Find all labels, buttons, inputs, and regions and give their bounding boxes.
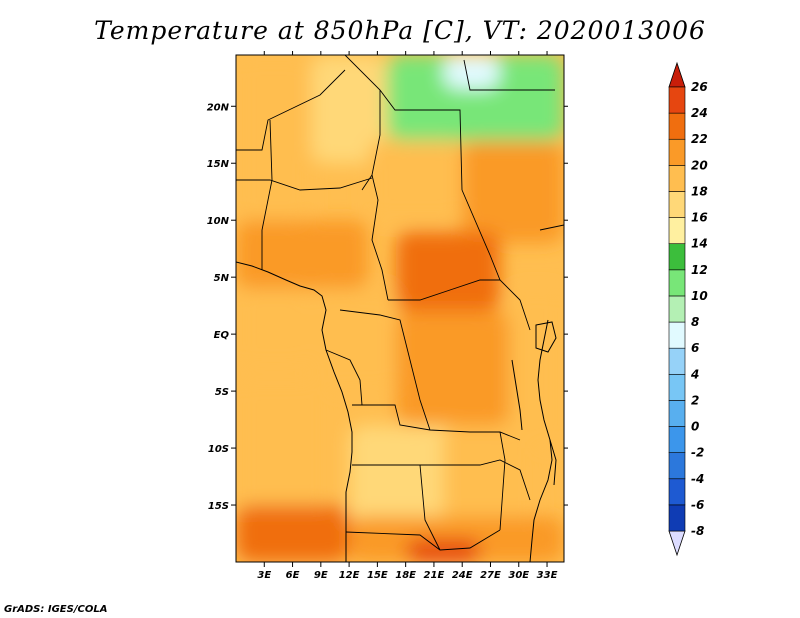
temp-region-angola-highlands xyxy=(349,425,463,528)
x-tick-label: 24E xyxy=(452,570,473,581)
temp-region-gulf-guinea xyxy=(236,288,312,369)
colorbar-over-arrow xyxy=(668,61,686,88)
colorbar-swatch xyxy=(668,347,686,375)
lake-tanganyika xyxy=(511,359,523,431)
colorbar-swatch xyxy=(668,112,686,140)
colorbar-swatch xyxy=(668,426,686,453)
y-tick-label: 5N xyxy=(214,273,230,284)
colorbar-label: 16 xyxy=(691,211,708,225)
colorbar-swatch xyxy=(668,269,686,297)
y-tick-label: 15N xyxy=(207,159,230,170)
chart-title: Temperature at 850hPa [C], VT: 202001300… xyxy=(94,16,706,45)
y-tick-label: 10N xyxy=(207,216,230,227)
temp-region-atlantic-south xyxy=(236,379,331,517)
x-tick-label: 21E xyxy=(424,570,445,581)
grads-credit: GrADS: IGES/COLA xyxy=(4,604,108,615)
x-tick-label: 3E xyxy=(257,570,271,581)
lake-malawi xyxy=(549,439,557,486)
x-tick-label: 27E xyxy=(480,570,501,581)
colorbar-swatch xyxy=(668,452,686,480)
colorbar-swatch xyxy=(668,478,686,506)
colorbar-label: -6 xyxy=(691,498,704,512)
colorbar-swatch xyxy=(668,191,686,218)
colorbar-swatch xyxy=(668,165,686,192)
colorbar-label: 24 xyxy=(691,106,708,120)
y-axis: 20N 15N 10N 5N EQ 5S 10S 15S xyxy=(207,102,568,512)
colorbar-label: 26 xyxy=(691,80,708,94)
colorbar-label: 4 xyxy=(690,367,699,381)
colorbar-label: 8 xyxy=(691,315,699,329)
y-tick-label: 10S xyxy=(208,444,229,455)
colorbar-swatch xyxy=(668,373,686,401)
colorbar-label: 6 xyxy=(691,341,699,355)
plot-frame xyxy=(235,54,565,563)
temperature-field xyxy=(236,55,564,562)
temp-region-kalahari-hot xyxy=(405,539,482,562)
x-tick-label: 30E xyxy=(508,570,529,581)
temp-region-zambia xyxy=(443,425,538,528)
temp-region-great-lakes xyxy=(509,288,564,449)
colorbar-label: 10 xyxy=(691,289,708,303)
y-tick-label: 20N xyxy=(207,102,230,113)
y-tick-label: 5S xyxy=(215,387,229,398)
temp-region-sahel-west xyxy=(236,55,312,221)
colorbar-swatch xyxy=(668,243,686,271)
colorbar-swatch xyxy=(668,295,686,323)
x-tick-label: 33E xyxy=(537,570,558,581)
colorbar-under-arrow xyxy=(668,530,686,557)
temp-region-egypt-very-cool xyxy=(443,55,500,90)
temp-region-chad-central xyxy=(367,140,463,221)
colorbar-swatch xyxy=(668,86,686,114)
colorbar-label: 12 xyxy=(691,263,708,277)
country-borders xyxy=(236,55,564,562)
colorbar-swatch xyxy=(668,504,686,532)
temp-region-sudan-east xyxy=(462,140,564,243)
lake-victoria xyxy=(535,321,557,353)
x-axis: 3E 6E 9E 12E 15E 18E 21E 24E 27E 30E 33E xyxy=(257,51,558,581)
temp-region-niger-north xyxy=(311,55,387,164)
colorbar-label: -8 xyxy=(691,524,704,538)
temp-region-namibia-atlantic xyxy=(236,505,350,562)
colorbar-label: 20 xyxy=(691,158,708,172)
x-tick-label: 6E xyxy=(286,570,300,581)
x-tick-label: 18E xyxy=(395,570,416,581)
temp-region-nigeria xyxy=(236,220,368,289)
colorbar-swatch xyxy=(668,321,686,349)
x-tick-label: 9E xyxy=(314,570,328,581)
colorbar-label: 0 xyxy=(691,420,699,434)
colorbar-label: 2 xyxy=(691,393,699,407)
temp-region-drc-central xyxy=(396,311,510,426)
colorbar-label: -4 xyxy=(691,472,704,486)
colorbar-label: 18 xyxy=(691,184,708,198)
border-lines xyxy=(236,55,564,551)
x-tick-label: 15E xyxy=(367,570,388,581)
temp-region-car-hotspot xyxy=(396,231,500,312)
colorbar-swatch xyxy=(668,217,686,245)
colorbar-label: -2 xyxy=(691,446,704,460)
colorbar-label: 22 xyxy=(691,132,708,146)
x-tick-label: 12E xyxy=(339,570,360,581)
y-tick-label: EQ xyxy=(214,330,230,341)
y-tick-label: 15S xyxy=(208,501,229,512)
colorbar-swatch xyxy=(668,138,686,166)
colorbar-label: 14 xyxy=(691,237,708,251)
colorbar-swatch xyxy=(668,400,686,427)
temp-region-libya-sudan-cool xyxy=(386,55,564,141)
